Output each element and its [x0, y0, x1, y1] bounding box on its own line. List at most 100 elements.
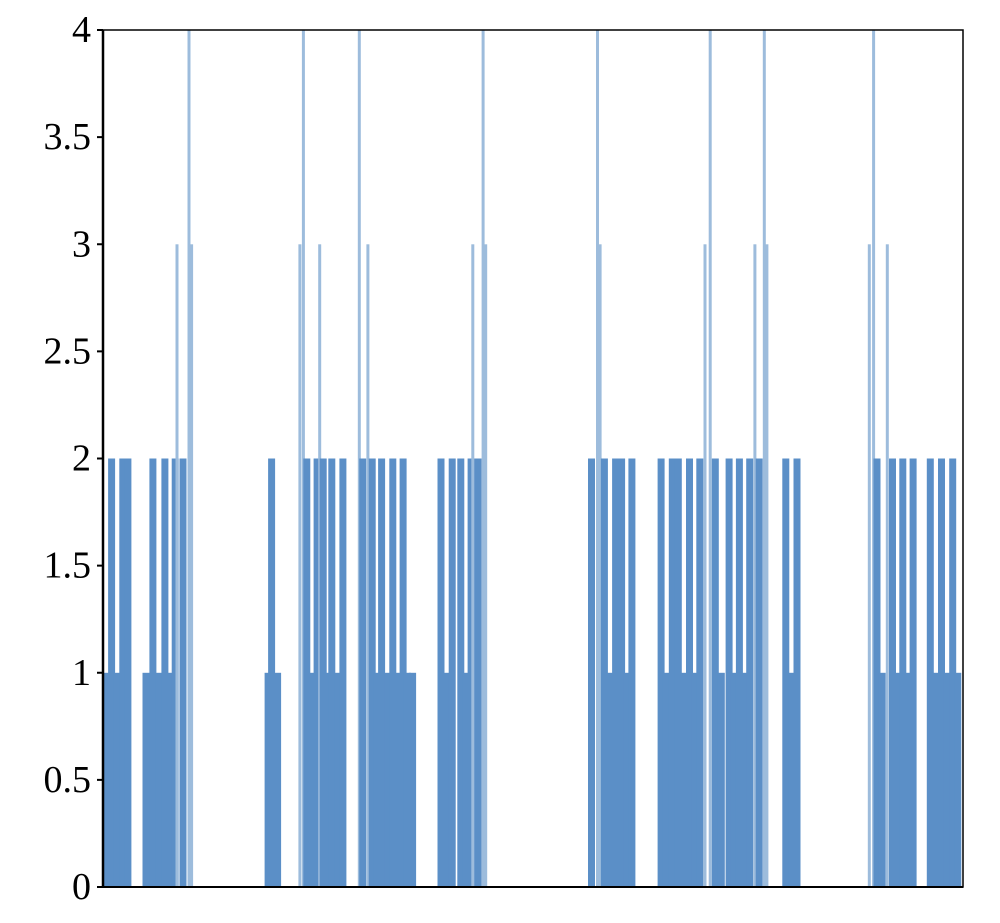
data-bar: [606, 672, 613, 888]
data-bar: [155, 672, 163, 888]
data-bar: [323, 672, 331, 888]
data-bar: [932, 672, 939, 888]
data-bar: [680, 672, 687, 888]
data-bar: [161, 458, 169, 887]
y-axis: 0 0.5 1 1.5 2 2.5 3 3.5 4: [44, 9, 103, 908]
data-bar: [142, 672, 150, 888]
data-bar: [124, 458, 132, 887]
data-bar: [179, 458, 187, 887]
data-bar: [657, 458, 665, 887]
spike-bar: [366, 244, 370, 888]
data-bar: [696, 458, 704, 887]
spike-bar: [598, 244, 602, 888]
data-bar: [403, 672, 411, 888]
data-bar: [730, 672, 738, 888]
data-bar: [442, 672, 450, 888]
spike-bar: [708, 30, 712, 887]
data-bar: [368, 458, 376, 887]
data-bar: [274, 672, 282, 888]
bars-group: [103, 30, 962, 888]
y-tick-label: 1.5: [44, 545, 92, 587]
data-bar: [437, 458, 445, 887]
data-bar: [103, 672, 111, 888]
y-tick-label: 0.5: [44, 759, 92, 801]
y-tick-label: 3: [72, 223, 91, 265]
data-bar: [909, 458, 917, 887]
spike-bar: [753, 244, 757, 888]
data-bar: [954, 672, 962, 888]
data-bar: [319, 458, 327, 887]
data-bar: [359, 458, 367, 887]
data-bar: [171, 458, 179, 887]
data-bar: [686, 458, 693, 887]
data-bar: [691, 672, 699, 888]
spike-bar: [175, 244, 179, 888]
data-bar: [793, 458, 801, 887]
data-bar: [149, 458, 157, 887]
data-bar: [588, 458, 595, 887]
data-bar: [448, 458, 456, 887]
data-bar: [334, 672, 342, 888]
spike-bar: [596, 30, 599, 887]
data-bar: [399, 458, 407, 887]
data-bar: [878, 672, 886, 888]
spike-bar: [867, 244, 871, 888]
data-bar: [741, 672, 749, 888]
data-bar: [943, 672, 951, 888]
data-bar: [166, 672, 174, 888]
data-bar: [926, 458, 934, 887]
data-bar: [113, 672, 121, 888]
data-bar: [725, 458, 733, 887]
spike-bar: [187, 30, 191, 887]
spike-bar: [762, 30, 766, 887]
data-bar: [904, 672, 912, 888]
y-tick-label: 2.5: [44, 330, 92, 372]
data-bar: [782, 458, 790, 887]
data-bar: [467, 458, 475, 887]
data-bar: [378, 458, 386, 887]
data-bar: [108, 458, 116, 887]
data-bar: [949, 458, 957, 887]
data-bar: [746, 458, 754, 887]
data-bar: [328, 458, 336, 887]
data-bar: [373, 672, 381, 888]
data-bar: [711, 458, 719, 887]
data-bar: [628, 458, 636, 887]
y-tick-label: 2: [72, 438, 91, 480]
data-bar: [119, 458, 127, 887]
data-bar: [717, 672, 725, 888]
data-bar: [889, 458, 896, 887]
data-bar: [394, 672, 402, 888]
data-bar: [612, 458, 620, 887]
data-bar: [389, 458, 397, 887]
data-bar: [384, 672, 392, 888]
y-tick-label: 1: [72, 652, 91, 694]
spike-bar: [885, 244, 889, 888]
spike-bar: [484, 244, 488, 888]
data-bar: [938, 458, 945, 887]
data-bar: [409, 672, 417, 888]
data-bar: [668, 458, 676, 887]
data-bar: [313, 458, 321, 887]
spike-bar: [703, 244, 707, 888]
data-bar: [457, 458, 465, 887]
spike-bar: [481, 30, 485, 887]
data-bar: [899, 458, 907, 887]
data-bar: [339, 458, 347, 887]
data-bar: [600, 458, 608, 887]
data-bar: [674, 458, 682, 887]
data-bar: [623, 672, 631, 888]
data-bar: [618, 458, 626, 887]
spike-bar: [298, 244, 302, 888]
data-bar: [462, 672, 470, 888]
data-bar: [303, 458, 311, 887]
data-bar: [474, 458, 482, 887]
spike-bar: [765, 244, 769, 888]
data-bar: [788, 672, 796, 888]
data-bar: [873, 458, 881, 887]
y-tick-label: 0: [72, 866, 91, 908]
data-bar: [894, 672, 902, 888]
data-bar: [308, 672, 316, 888]
spike-bar: [471, 244, 475, 888]
